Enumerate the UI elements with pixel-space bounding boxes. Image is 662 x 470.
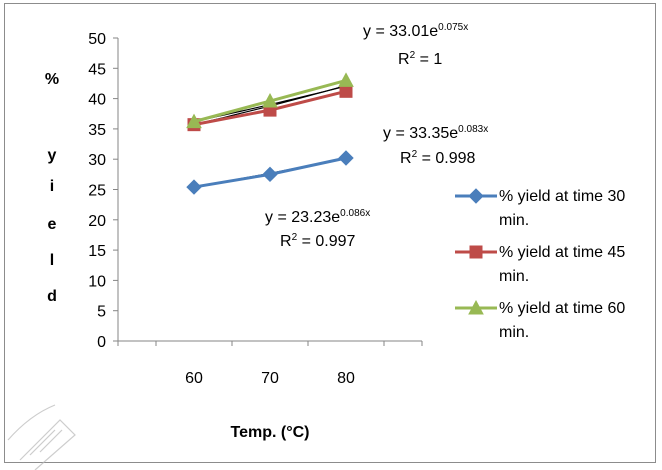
legend-swatch-marker — [470, 246, 482, 258]
y-axis-label-char: e — [48, 216, 57, 233]
axes: 0 5 10 15 20 25 30 35 40 45 50 60 70 80 — [88, 31, 422, 387]
trendline-equation: y = 33.01e0.075x — [363, 22, 468, 40]
legend-swatch-marker — [469, 189, 483, 203]
x-axis-label: Temp. (°C) — [231, 424, 310, 441]
y-tick-label: 50 — [88, 31, 106, 48]
legend-label: % yield at time 30 — [499, 188, 625, 205]
y-axis-label: % yi e l d — [45, 71, 59, 305]
watermark-seal — [0, 360, 110, 470]
y-tick-label: 5 — [97, 304, 106, 321]
y-tick-label: 25 — [88, 183, 106, 200]
trendline-equations: y = 23.23e0.086x R2 = 0.997 y = 33.35e0.08… — [265, 22, 488, 250]
y-tick-label: 0 — [97, 334, 106, 351]
trendline-r2: R2 = 1 — [398, 50, 442, 68]
x-tick-label: 60 — [185, 370, 203, 387]
y-tick-label: 15 — [88, 243, 106, 260]
y-tick-label: 30 — [88, 152, 106, 169]
y-axis-label-char: % — [45, 71, 59, 88]
y-tick-label: 35 — [88, 122, 106, 139]
trendline-r2: R2 = 0.997 — [280, 232, 356, 250]
y-tick-label: 10 — [88, 273, 106, 290]
data-point — [339, 151, 353, 165]
y-axis-label-char: y — [48, 147, 57, 164]
y-axis-label-char: i — [50, 178, 54, 195]
y-tick-label: 40 — [88, 92, 106, 109]
data-point — [339, 73, 353, 86]
trendline-equation: y = 33.35e0.083x — [383, 124, 488, 142]
trendline-r2: R2 = 0.998 — [400, 149, 476, 167]
y-axis-label-char: l — [50, 252, 54, 269]
data-point — [263, 167, 277, 181]
y-tick-label: 20 — [88, 213, 106, 230]
legend-label-line2: min. — [499, 212, 529, 229]
x-tick-label: 80 — [337, 370, 355, 387]
trendline-equation: y = 23.23e0.086x — [265, 208, 370, 226]
legend-label: % yield at time 60 — [499, 300, 625, 317]
x-tick-label: 70 — [261, 370, 279, 387]
legend: % yield at time 30 min. % yield at time 45… — [455, 188, 625, 341]
legend-label-line2: min. — [499, 324, 529, 341]
data-point — [187, 180, 201, 194]
y-tick-label: 45 — [88, 61, 106, 78]
series-group — [187, 73, 353, 194]
legend-label-line2: min. — [499, 268, 529, 285]
data-point — [340, 85, 352, 97]
y-axis-label-char: d — [47, 288, 57, 305]
legend-label: % yield at time 45 — [499, 244, 625, 261]
